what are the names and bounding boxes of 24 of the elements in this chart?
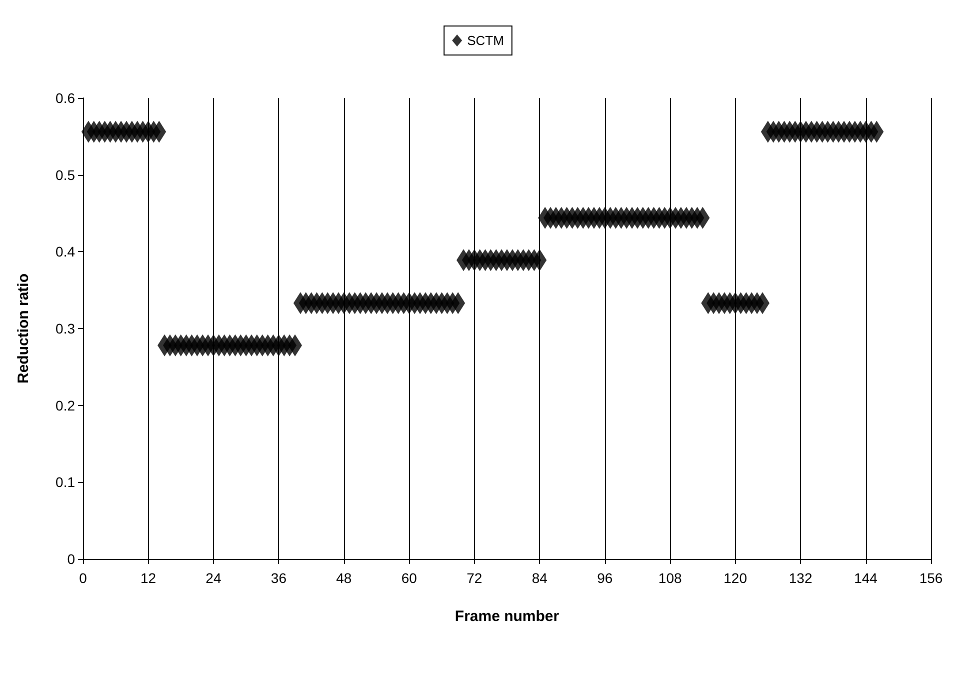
x-tick-label: 12: [140, 570, 156, 586]
x-tick-label: 72: [466, 570, 482, 586]
x-tick-label: 108: [658, 570, 682, 586]
y-axis-title: Reduction ratio: [15, 273, 32, 384]
y-tick-label: 0.4: [56, 244, 76, 260]
y-tick-label: 0.5: [56, 166, 76, 183]
x-tick-label: 120: [724, 570, 748, 586]
x-tick-label: 36: [270, 570, 287, 586]
x-tick-label: 48: [336, 570, 352, 586]
x-tick-label: 60: [401, 570, 418, 586]
x-tick-label: 24: [206, 570, 222, 586]
x-tick-label: 144: [854, 570, 878, 586]
y-tick-label: 0.6: [56, 90, 76, 106]
y-tick-label: 0: [67, 551, 76, 567]
x-tick-label: 84: [532, 570, 548, 586]
x-axis-title: Frame number: [454, 608, 560, 625]
x-tick-label: 132: [788, 570, 812, 586]
x-tick-label: 0: [79, 570, 88, 586]
x-tick-label: 156: [919, 570, 943, 586]
y-tick-label: 0.3: [56, 320, 76, 336]
legend-label: SCTM: [467, 33, 504, 48]
y-tick-label: 0.2: [56, 397, 76, 414]
x-tick-label: 96: [597, 570, 613, 586]
y-tick-label: 0.1: [56, 474, 76, 490]
